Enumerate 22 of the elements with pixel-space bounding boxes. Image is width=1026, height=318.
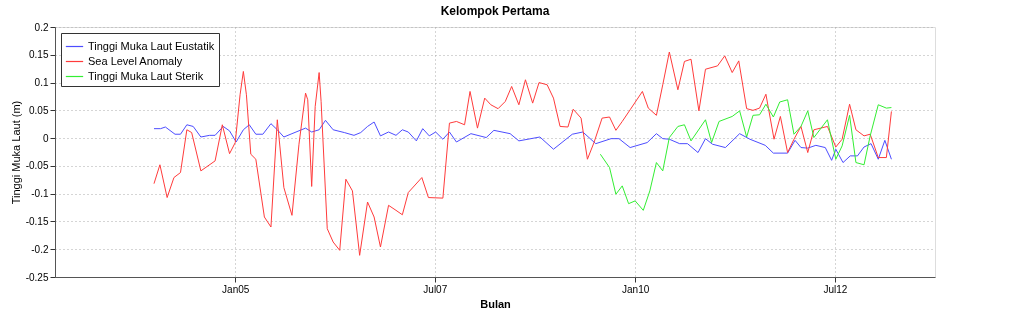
x-axis-title: Bulan <box>480 297 512 310</box>
y-tick-label: 0 <box>42 132 49 144</box>
y-tick-label: -0.25 <box>25 271 49 283</box>
y-tick-label: -0.15 <box>25 215 49 227</box>
y-tick-label: 0.05 <box>29 104 49 116</box>
y-tick-label: -0.1 <box>31 188 49 200</box>
x-tick-label: Jul07 <box>423 283 448 295</box>
x-tick-label: Jan10 <box>622 283 650 295</box>
legend-label: Tinggi Muka Laut Sterik <box>88 69 204 82</box>
legend-label: Sea Level Anomaly <box>88 54 183 67</box>
y-tick-label: 0.15 <box>29 49 49 61</box>
legend-label: Tinggi Muka Laut Eustatik <box>88 39 215 52</box>
line-series <box>599 99 892 211</box>
chart-title: Kelompok Pertama <box>440 4 550 18</box>
y-tick-label: -0.05 <box>25 160 49 172</box>
x-tick-label: Jul12 <box>823 283 848 295</box>
y-tick-label: 0.2 <box>34 21 49 33</box>
line-series <box>153 119 892 164</box>
y-axis-title: Tinggi Muka Laut (m) <box>9 100 22 205</box>
x-tick-label: Jan05 <box>222 283 250 295</box>
y-tick-label: -0.2 <box>31 243 49 255</box>
y-tick-label: 0.1 <box>34 77 49 89</box>
